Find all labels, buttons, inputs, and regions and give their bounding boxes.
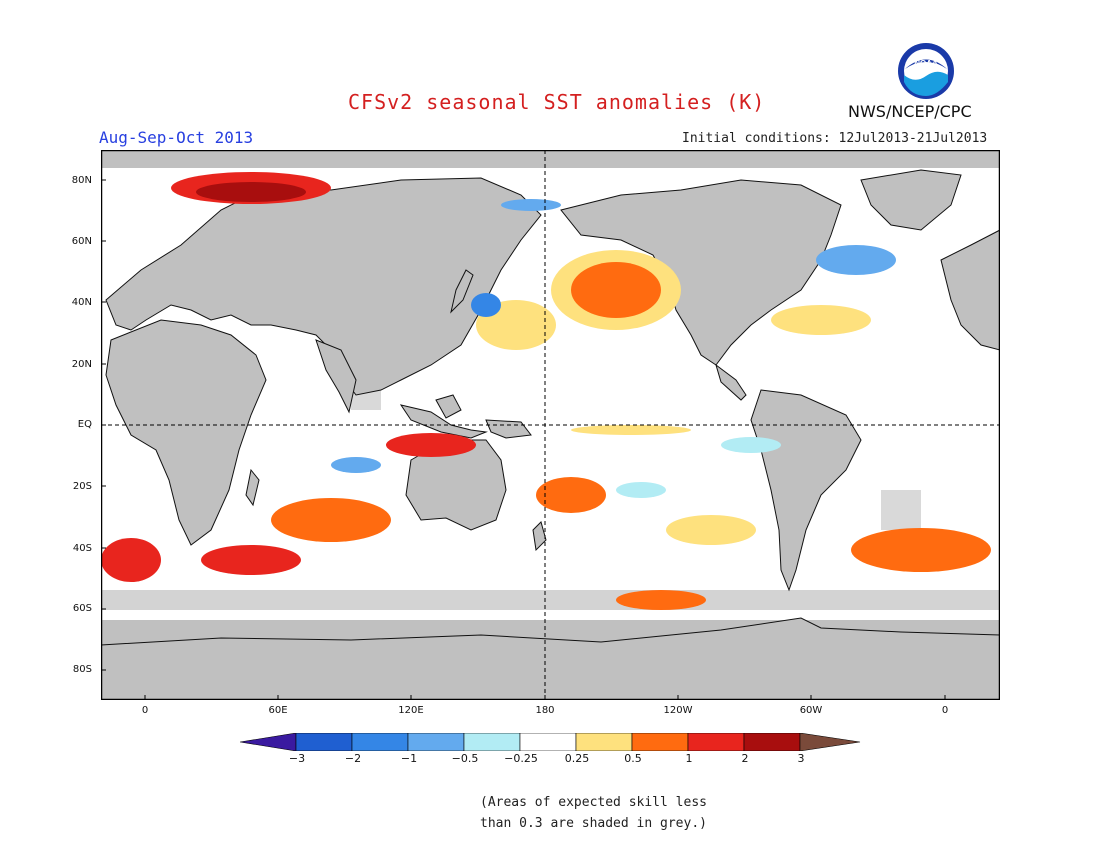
cool-patch-arctic [501,199,561,211]
agency-label: NWS/NCEP/CPC [848,102,972,121]
lat-label-eq: EQ [77,419,92,430]
land-indonesia [399,404,488,439]
land-madagascar [245,468,260,507]
colorbar-swatch [519,733,577,751]
lon-label-0-right: 0 [941,705,949,716]
lon-label-60e: 60E [268,705,288,716]
colorbar-tick: −0.25 [504,752,538,765]
lat-label-60s: 60S [72,603,92,614]
land-antarctica [101,617,1000,700]
warm-patch-s-indian-2 [201,545,301,575]
cool-patch-kuroshio [471,293,501,317]
warm-patch-ne-pacific-core [571,262,661,318]
lon-label-0: 0 [141,705,149,716]
colorbar-swatch [743,733,801,751]
colorbar-swatch [295,733,353,751]
map-title: CFSv2 seasonal SST anomalies (K) [348,90,766,114]
colorbar-high-arrow [799,733,861,751]
map-frame [101,150,1000,700]
land-australia [405,439,507,531]
lat-label-60n: 60N [71,236,92,247]
lat-label-80n: 80N [71,175,92,186]
land-south-america [750,389,862,592]
lat-label-20n: 20N [71,359,92,370]
colorbar-tick: 3 [797,752,805,765]
land-japan [450,269,474,314]
cool-patch-e-pacific [721,437,781,453]
cool-patch-s-pacific [616,482,666,498]
land-central-america [715,363,747,401]
warm-patch-left-edge [101,538,161,582]
cool-anomalies [331,199,896,498]
colorbar-tick: 0.25 [564,752,590,765]
colorbar-tick: 0.5 [624,752,642,765]
lat-label-80s: 80S [72,664,92,675]
sst-anomaly-map [101,150,1000,700]
lon-label-60w: 60W [799,705,823,716]
land-eurasia [105,177,542,396]
colorbar-low-arrow [240,733,297,751]
colorbar-swatch [407,733,465,751]
warm-patch-w-atlantic [771,305,871,335]
colorbar-swatch [463,733,521,751]
colorbar-swatch [631,733,689,751]
land-africa [105,319,267,546]
warm-patch-barents-core [196,182,306,202]
lon-label-120e: 120E [398,705,424,716]
colorbar-tick: −1 [400,752,418,765]
lon-label-120w: 120W [663,705,693,716]
noaa-logo-icon: NOAA [898,43,954,99]
colorbar-tick: −3 [288,752,306,765]
warm-patch-indonesia [386,433,476,457]
skill-footnote: (Areas of expected skill less than 0.3 a… [480,795,707,831]
land-europe-wrap [940,229,1000,351]
warm-patch-sw-pacific [536,477,606,513]
colorbar [240,733,861,751]
warm-patch-s-ocean [616,590,706,610]
warm-patch-s-indian [271,498,391,542]
colorbar-tick: 2 [741,752,749,765]
season-label: Aug-Sep-Oct 2013 [99,128,254,147]
land-greenland [860,169,962,231]
initial-conditions-label: Initial conditions: 12Jul2013-21Jul2013 [682,131,988,146]
colorbar-swatch [687,733,745,751]
land-masses [101,169,1000,700]
colorbar-swatch [351,733,409,751]
colorbar-tick: −2 [344,752,362,765]
land-borneo [435,394,462,419]
warm-patch-s-atlantic [851,528,991,572]
land-india [315,339,357,414]
warm-patch-se-pacific [666,515,756,545]
lat-label-20s: 20S [72,481,92,492]
colorbar-swatch [575,733,633,751]
land-newzealand [532,521,547,552]
land-newguinea [485,419,532,439]
warm-anomalies [101,172,991,610]
lat-label-40n: 40N [71,297,92,308]
cool-patch-indian [331,457,381,473]
lon-label-180: 180 [535,705,555,716]
colorbar-tick: 1 [685,752,693,765]
cool-patch-labrador [816,245,896,275]
colorbar-tick: −0.5 [451,752,479,765]
logo-text: NOAA [914,59,938,68]
warm-patch-eq-pacific [571,425,691,435]
lat-label-40s: 40S [72,543,92,554]
